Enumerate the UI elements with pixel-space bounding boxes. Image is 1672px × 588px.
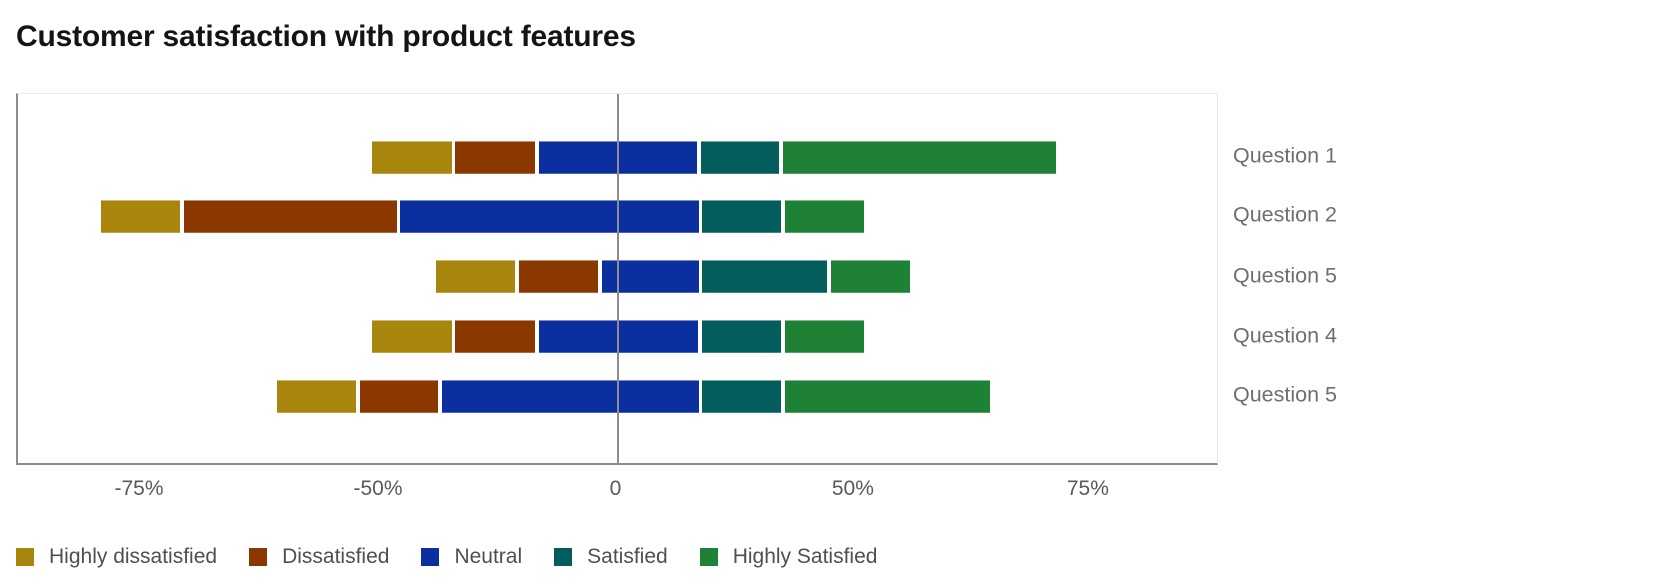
bar-segment-dissatisfied[interactable]: [184, 199, 397, 233]
category-label: Question 2: [1233, 202, 1337, 227]
bar-segment-highly-satisfied[interactable]: [785, 199, 864, 233]
bar-segment-highly-dissatisfied[interactable]: [435, 260, 515, 293]
bar-segment-satisfied[interactable]: [700, 140, 779, 174]
legend-item-neutral[interactable]: Neutral: [421, 545, 522, 569]
bar-segment-highly-satisfied[interactable]: [831, 260, 911, 293]
bar-segment-highly-satisfied[interactable]: [785, 320, 864, 353]
legend-label: Neutral: [454, 545, 523, 568]
x-tick-label: -50%: [353, 477, 403, 500]
bar-segment-highly-satisfied[interactable]: [782, 140, 1056, 174]
bar-segment-satisfied[interactable]: [702, 320, 782, 353]
x-tick-label: -75%: [114, 477, 164, 500]
bar-segment-dissatisfied[interactable]: [455, 320, 535, 353]
bar-segment-satisfied[interactable]: [702, 260, 827, 293]
legend-item-satisfied[interactable]: Satisfied: [554, 545, 668, 569]
legend-label: Dissatisfied: [282, 545, 390, 568]
legend-item-dissatisfied[interactable]: Dissatisfied: [249, 545, 389, 569]
x-tick-label: 0: [609, 477, 622, 500]
legend-swatch-icon: [421, 548, 440, 566]
bar-segment-highly-dissatisfied[interactable]: [371, 320, 453, 353]
legend-swatch-icon: [699, 548, 718, 566]
legend-swatch-icon: [249, 548, 268, 566]
bar-segment-satisfied[interactable]: [702, 199, 782, 233]
category-label: Question 5: [1233, 263, 1337, 287]
bar-segment-highly-dissatisfied[interactable]: [371, 140, 453, 174]
bar-segment-highly-dissatisfied[interactable]: [100, 199, 180, 233]
legend-item-highly-dissatisfied[interactable]: Highly dissatisfied: [16, 545, 217, 569]
plot-area: [16, 93, 1218, 465]
legend-label: Satisfied: [587, 545, 668, 568]
bar-segment-dissatisfied[interactable]: [359, 379, 438, 413]
zero-axis-line: [616, 94, 619, 463]
bar-segment-satisfied[interactable]: [702, 379, 782, 413]
legend-item-highly-satisfied[interactable]: Highly Satisfied: [699, 545, 878, 569]
category-label: Question 4: [1233, 323, 1337, 347]
legend-label: Highly Satisfied: [732, 545, 878, 568]
legend-label: Highly dissatisfied: [49, 545, 218, 568]
bar-segment-highly-dissatisfied[interactable]: [276, 379, 356, 413]
bar-segment-neutral[interactable]: [441, 379, 700, 413]
x-tick-label: 75%: [1066, 477, 1109, 500]
bar-segment-neutral[interactable]: [400, 199, 700, 233]
category-label: Question 5: [1233, 382, 1337, 407]
legend-swatch-icon: [554, 548, 573, 566]
bar-segment-highly-satisfied[interactable]: [785, 379, 991, 413]
x-tick-label: 50%: [831, 477, 874, 500]
bar-segment-dissatisfied[interactable]: [455, 140, 535, 174]
category-label: Question 1: [1233, 143, 1337, 168]
legend: Highly dissatisfied Dissatisfied Neutral Sa…: [16, 545, 909, 569]
legend-swatch-icon: [16, 548, 34, 566]
bar-segment-dissatisfied[interactable]: [518, 260, 598, 293]
chart-title: Customer satisfaction with product featu…: [16, 20, 636, 53]
